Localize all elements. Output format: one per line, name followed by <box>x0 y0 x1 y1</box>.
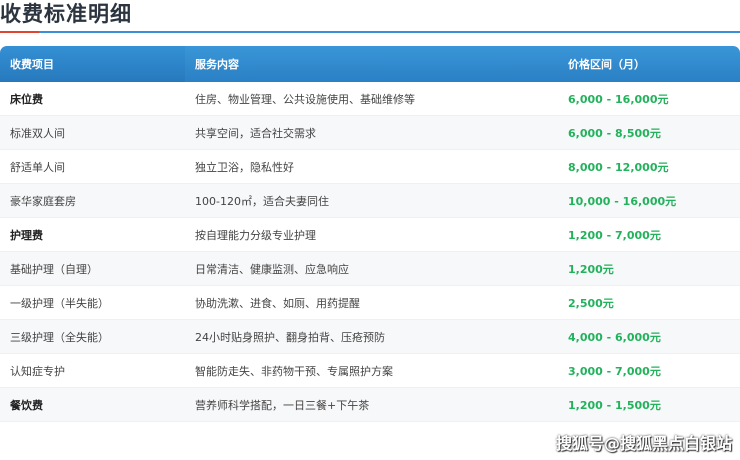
cell-item: 豪华家庭套房 <box>0 183 185 218</box>
cell-price: 8,000 - 12,000元 <box>558 149 740 184</box>
cell-price: 1,200 - 7,000元 <box>558 217 740 252</box>
page-title: 收费标准明细 <box>0 2 132 26</box>
cell-item: 舒适单人间 <box>0 149 185 184</box>
cell-content: 协助洗漱、进食、如厕、用药提醒 <box>185 285 558 320</box>
table-row: 认知症专护 智能防走失、非药物干预、专属照护方案 3,000 - 7,000元 <box>0 353 740 388</box>
table-row: 豪华家庭套房 100-120㎡，适合夫妻同住 10,000 - 16,000元 <box>0 183 740 218</box>
cell-price: 6,000 - 16,000元 <box>558 82 740 116</box>
cell-price: 2,500元 <box>558 285 740 320</box>
cell-item: 标准双人间 <box>0 115 185 150</box>
cell-content: 共享空间，适合社交需求 <box>185 115 558 150</box>
cell-item: 餐饮费 <box>0 387 185 422</box>
header-item: 收费项目 <box>0 46 185 82</box>
watermark: 搜狐号@搜狐黑点白银站 <box>555 434 732 453</box>
cell-content: 智能防走失、非药物干预、专属照护方案 <box>185 353 558 388</box>
table-row: 基础护理（自理） 日常清洁、健康监测、应急响应 1,200元 <box>0 251 740 286</box>
cell-content: 住房、物业管理、公共设施使用、基础维修等 <box>185 82 558 116</box>
table-row: 护理费 按自理能力分级专业护理 1,200 - 7,000元 <box>0 217 740 252</box>
table-header: 收费项目 服务内容 价格区间（月） <box>0 46 740 82</box>
cell-item: 基础护理（自理） <box>0 251 185 286</box>
cell-item: 一级护理（半失能） <box>0 285 185 320</box>
title-accent-marker <box>0 31 39 33</box>
fee-table: 收费项目 服务内容 价格区间（月） 床位费 住房、物业管理、公共设施使用、基础维修… <box>0 46 740 422</box>
header-content: 服务内容 <box>185 46 558 82</box>
cell-content: 独立卫浴，隐私性好 <box>185 149 558 184</box>
title-divider <box>0 31 740 33</box>
cell-item: 认知症专护 <box>0 353 185 388</box>
cell-content: 日常清洁、健康监测、应急响应 <box>185 251 558 286</box>
header-price: 价格区间（月） <box>558 46 740 82</box>
cell-item: 三级护理（全失能） <box>0 319 185 354</box>
cell-price: 1,200元 <box>558 251 740 286</box>
cell-price: 4,000 - 6,000元 <box>558 319 740 354</box>
table-row: 标准双人间 共享空间，适合社交需求 6,000 - 8,500元 <box>0 115 740 150</box>
cell-content: 24小时贴身照护、翻身拍背、压疮预防 <box>185 319 558 354</box>
table-row: 舒适单人间 独立卫浴，隐私性好 8,000 - 12,000元 <box>0 149 740 184</box>
table-row: 床位费 住房、物业管理、公共设施使用、基础维修等 6,000 - 16,000元 <box>0 82 740 116</box>
table-row: 三级护理（全失能） 24小时贴身照护、翻身拍背、压疮预防 4,000 - 6,000… <box>0 319 740 354</box>
cell-price: 3,000 - 7,000元 <box>558 353 740 388</box>
cell-item: 护理费 <box>0 217 185 252</box>
cell-content: 100-120㎡，适合夫妻同住 <box>185 183 558 218</box>
table-row: 餐饮费 营养师科学搭配，一日三餐+下午茶 1,200 - 1,500元 <box>0 387 740 422</box>
cell-price: 1,200 - 1,500元 <box>558 387 740 422</box>
cell-content: 营养师科学搭配，一日三餐+下午茶 <box>185 387 558 422</box>
cell-price: 10,000 - 16,000元 <box>558 183 740 218</box>
cell-price: 6,000 - 8,500元 <box>558 115 740 150</box>
table-row: 一级护理（半失能） 协助洗漱、进食、如厕、用药提醒 2,500元 <box>0 285 740 320</box>
cell-item: 床位费 <box>0 82 185 116</box>
cell-content: 按自理能力分级专业护理 <box>185 217 558 252</box>
